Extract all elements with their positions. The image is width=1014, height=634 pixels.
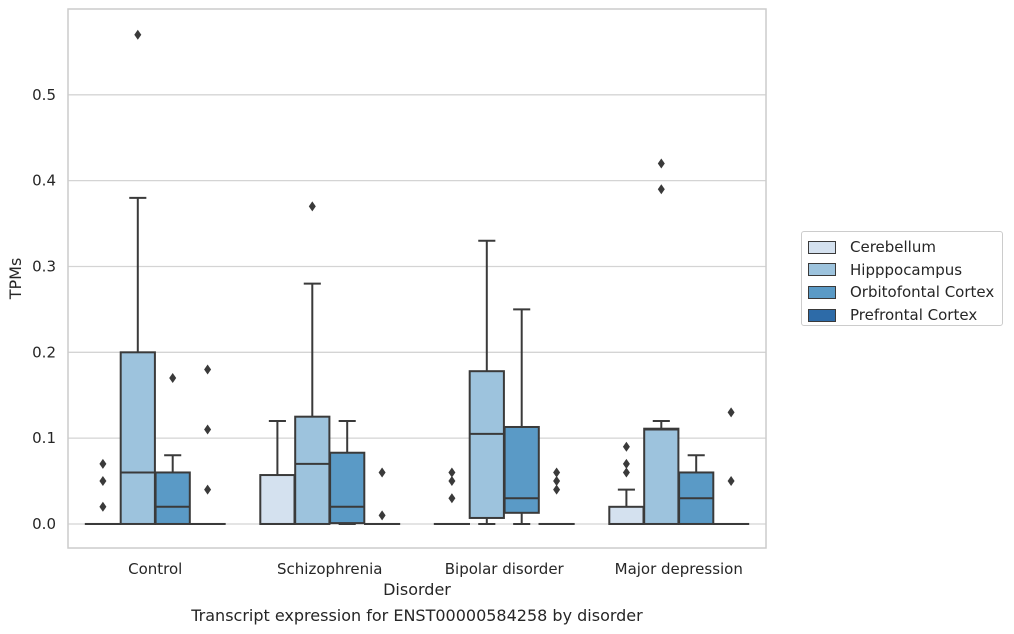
box-prefrontal-cortex (712, 407, 750, 525)
box-body (329, 451, 366, 525)
x-tick-labels: Control Schizophrenia Bipolar disorder Majo… (128, 560, 743, 578)
legend-label: Prefrontal Cortex (850, 306, 978, 325)
y-tick-label: 0.0 (32, 515, 56, 533)
box-hipppocampus (294, 201, 331, 525)
outlier-point (553, 476, 561, 487)
outlier-point (204, 424, 212, 435)
outlier-point (448, 493, 456, 504)
box-body (119, 351, 156, 525)
box-orbitofontal-cortex (154, 373, 191, 525)
box-cerebellum (259, 419, 296, 525)
box-body (468, 370, 505, 519)
box-hipppocampus (468, 239, 505, 525)
box-body (154, 471, 191, 525)
outlier-point (99, 501, 107, 512)
outlier-point (622, 467, 630, 478)
box-body (643, 427, 680, 525)
box-orbitofontal-cortex (503, 308, 540, 525)
box-body (503, 425, 540, 514)
y-tick-label: 0.2 (32, 343, 56, 361)
box-orbitofontal-cortex (678, 454, 715, 525)
outlier-point (657, 158, 665, 169)
y-tick-label: 0.4 (32, 172, 56, 190)
y-tick-labels: 0.0 0.1 0.2 0.3 0.4 0.5 (32, 86, 56, 533)
outlier-point (622, 441, 630, 452)
outlier-point (727, 476, 735, 487)
x-axis-label: Disorder (383, 580, 451, 599)
box-body (259, 474, 296, 525)
legend-item: Hipppocampus (808, 259, 1002, 282)
outlier-point (553, 467, 561, 478)
y-axis-label: TPMs (6, 258, 25, 301)
box-prefrontal-cortex (189, 364, 226, 525)
legend-swatch (808, 285, 836, 299)
y-tick-label: 0.5 (32, 86, 56, 104)
outlier-point (727, 407, 735, 418)
legend: Cerebellum Hipppocampus Orbitofontal Corte… (801, 231, 1003, 326)
legend-label: Orbitofontal Cortex (850, 283, 995, 302)
box-body (608, 505, 645, 525)
box-hipppocampus (119, 29, 156, 525)
x-tick-label: Bipolar disorder (445, 560, 565, 578)
box-cerebellum (608, 441, 645, 525)
box-cerebellum (433, 467, 471, 525)
legend-swatch (808, 308, 836, 322)
x-tick-label: Schizophrenia (277, 560, 382, 578)
x-tick-label: Major depression (615, 560, 743, 578)
y-tick-label: 0.3 (32, 257, 56, 275)
outlier-point (134, 29, 142, 40)
box-body (294, 415, 331, 525)
box-cerebellum (84, 458, 122, 525)
legend-item: Cerebellum (808, 236, 1002, 259)
figure-caption: Transcript expression for ENST0000058425… (191, 606, 643, 625)
legend-item: Orbitofontal Cortex (808, 281, 1002, 304)
legend-item: Prefrontal Cortex (808, 304, 1002, 327)
outlier-point (99, 458, 107, 469)
box-prefrontal-cortex (538, 467, 575, 525)
boxes-layer (84, 29, 750, 525)
plot-area-frame (67, 8, 767, 549)
box-prefrontal-cortex (363, 467, 401, 525)
y-tick-label: 0.1 (32, 429, 56, 447)
outlier-point (378, 510, 386, 521)
outlier-point (169, 373, 177, 384)
box-orbitofontal-cortex (329, 419, 366, 525)
legend-label: Hipppocampus (850, 260, 963, 279)
legend-label: Cerebellum (850, 238, 936, 257)
outlier-point (308, 201, 316, 212)
outlier-point (622, 458, 630, 469)
legend-swatch (808, 263, 836, 277)
outlier-point (448, 476, 456, 487)
outlier-point (99, 476, 107, 487)
legend-swatch (808, 240, 836, 254)
outlier-point (204, 364, 212, 375)
outlier-point (553, 484, 561, 495)
outlier-point (378, 467, 386, 478)
outlier-point (448, 467, 456, 478)
x-tick-label: Control (128, 560, 182, 578)
outlier-point (657, 184, 665, 195)
outlier-point (204, 484, 212, 495)
box-hipppocampus (643, 158, 680, 525)
